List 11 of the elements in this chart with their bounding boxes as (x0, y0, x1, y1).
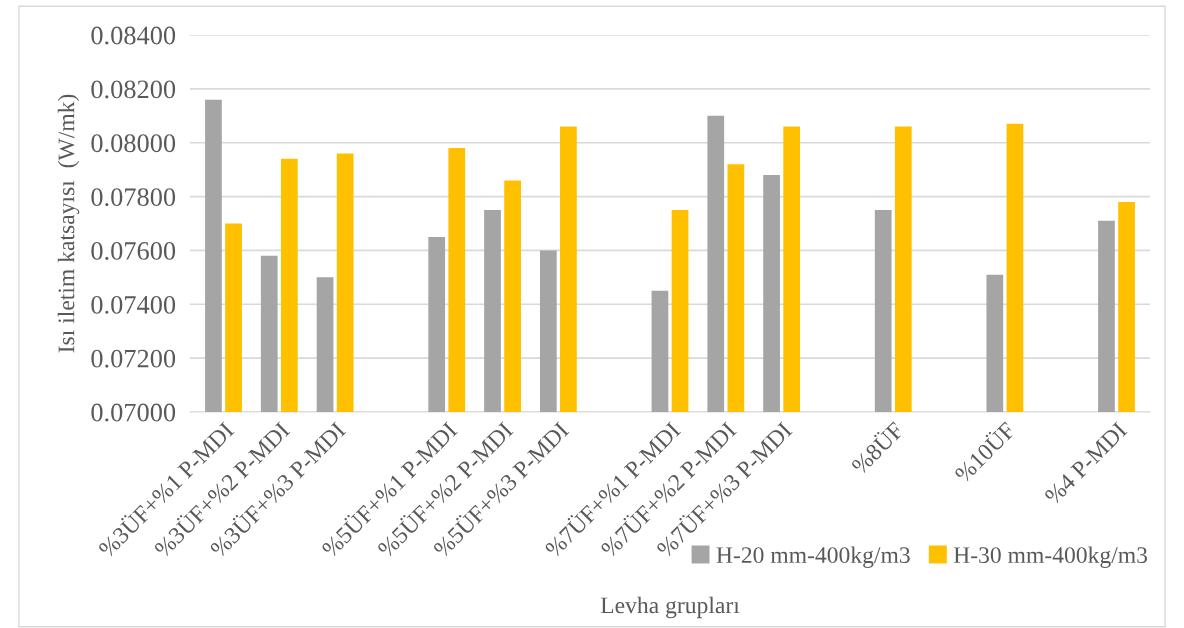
y-axis-title: Isı iletim katsayısı (W/mk) (57, 94, 80, 353)
y-tick-label: 0.07200 (91, 349, 176, 368)
y-tick-label: 0.07800 (91, 188, 176, 207)
y-tick-label: 0.08400 (91, 26, 176, 45)
x-axis-title: Levha grupları (600, 596, 740, 619)
y-tick-label: 0.07400 (91, 295, 176, 314)
y-tick-label: 0.08000 (91, 134, 176, 153)
y-tick-label: 0.07000 (91, 403, 176, 422)
y-tick-label: 0.07600 (91, 242, 176, 260)
y-tick-label: 0.08200 (91, 80, 176, 99)
legend-label: H-30 mm-400kg/m3 (953, 546, 1148, 568)
